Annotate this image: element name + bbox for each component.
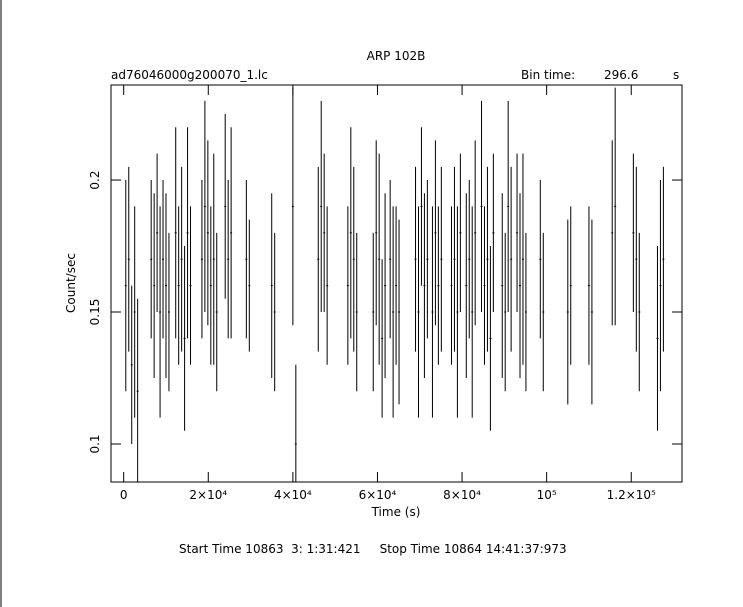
x-tick-label: 4×10⁴ — [274, 488, 312, 502]
x-tick-label: 6×10⁴ — [359, 488, 397, 502]
plot-frame — [110, 84, 683, 483]
x-tick-label: 1.2×10⁵ — [607, 488, 656, 502]
y-axis-label: Count/sec — [64, 253, 78, 313]
y-tick-label: 0.2 — [88, 170, 102, 189]
data-layer — [124, 87, 665, 482]
x-tick-label: 10⁵ — [537, 488, 557, 502]
file-label: ad76046000g200070_1.lc — [111, 68, 268, 82]
chart-title: ARP 102B — [367, 49, 426, 63]
x-tick-label: 8×10⁴ — [443, 488, 481, 502]
bin-time-unit: s — [673, 68, 679, 82]
x-axis-label: Time (s) — [371, 505, 421, 519]
x-tick-label: 0 — [120, 488, 128, 502]
footer: Start Time 10863 3: 1:31:421 Stop Time 1… — [179, 542, 567, 556]
bin-time: 296.6 — [604, 68, 638, 82]
y-tick-label: 0.1 — [88, 434, 102, 453]
y-tick-label: 0.15 — [88, 299, 102, 326]
bin-time-label: Bin time: — [521, 68, 575, 82]
x-tick-label: 2×10⁴ — [189, 488, 227, 502]
